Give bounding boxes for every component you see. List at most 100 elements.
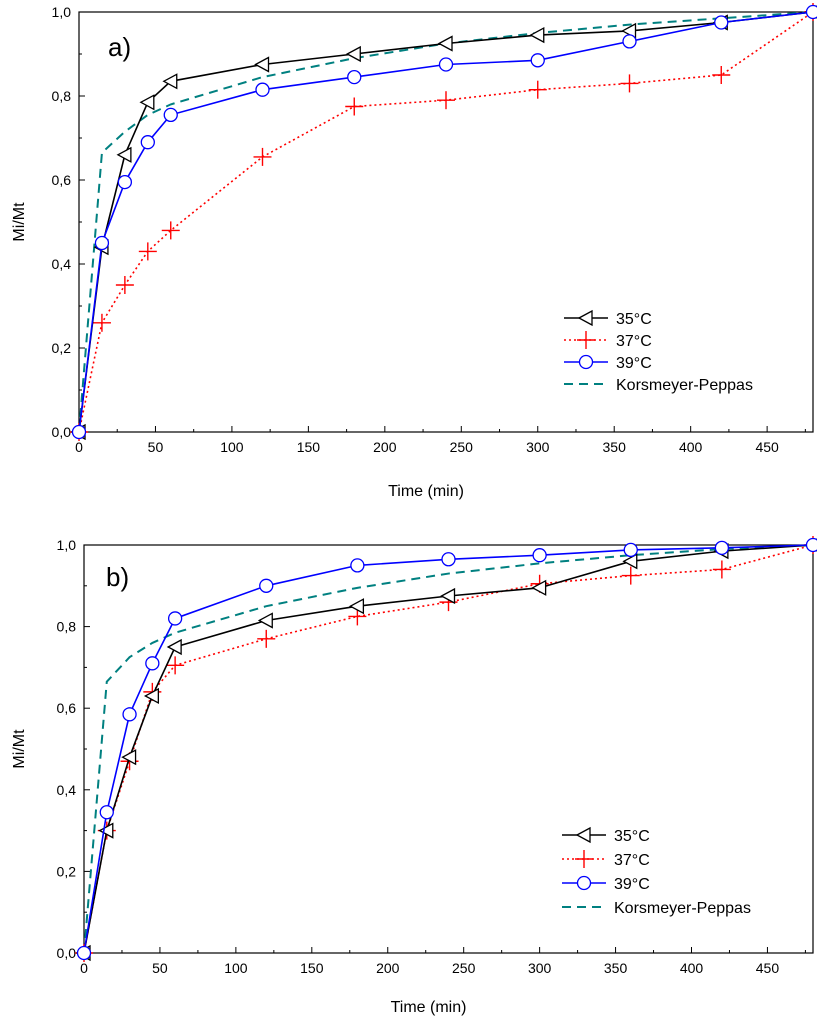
data-point bbox=[438, 57, 454, 72]
x-tick-label: 350 bbox=[604, 960, 628, 976]
legend: 35°C 37°C 39°C Korsmeyer-Peppas bbox=[564, 309, 753, 394]
data-point bbox=[122, 707, 137, 722]
x-tick-label: 300 bbox=[526, 439, 550, 455]
x-tick-label: 400 bbox=[680, 960, 704, 976]
data-point bbox=[529, 27, 545, 44]
series-line bbox=[83, 544, 814, 954]
series-39-c bbox=[76, 537, 817, 961]
x-tick-label: 250 bbox=[450, 439, 474, 455]
panel-label: a) bbox=[108, 32, 131, 62]
legend-marker bbox=[575, 826, 591, 844]
series-37-c bbox=[70, 3, 817, 441]
series-korsmeyer-peppas bbox=[78, 11, 814, 433]
data-point bbox=[143, 687, 159, 705]
x-tick-label: 100 bbox=[224, 960, 248, 976]
data-point bbox=[350, 558, 365, 573]
data-point bbox=[115, 276, 134, 294]
series-line bbox=[83, 544, 814, 954]
data-point bbox=[712, 66, 731, 84]
data-point bbox=[117, 174, 133, 190]
data-point bbox=[92, 313, 111, 332]
y-tick-label: 0,4 bbox=[57, 782, 77, 798]
data-point bbox=[255, 82, 270, 97]
data-point bbox=[437, 91, 455, 110]
x-tick-label: 50 bbox=[152, 960, 168, 976]
data-point bbox=[530, 53, 545, 68]
panel-label: b) bbox=[106, 562, 129, 592]
x-tick-label: 150 bbox=[300, 960, 324, 976]
data-point bbox=[623, 542, 638, 558]
y-tick-label: 0,2 bbox=[57, 863, 77, 879]
data-point bbox=[714, 15, 729, 30]
legend-label: Korsmeyer-Peppas bbox=[616, 377, 753, 394]
x-tick-label: 200 bbox=[373, 439, 397, 455]
series-37-c bbox=[75, 536, 817, 962]
series-39-c bbox=[71, 4, 817, 440]
y-tick-label: 0,8 bbox=[52, 88, 72, 104]
y-tick-label: 0,2 bbox=[52, 340, 72, 356]
data-point bbox=[166, 638, 182, 656]
y-tick-label: 0,0 bbox=[52, 424, 72, 440]
legend-label: Korsmeyer-Peppas bbox=[614, 900, 751, 917]
y-tick-label: 1,0 bbox=[57, 537, 77, 553]
x-tick-label: 450 bbox=[755, 439, 779, 455]
x-tick-label: 400 bbox=[679, 439, 703, 455]
legend-marker bbox=[577, 331, 595, 349]
legend-marker bbox=[578, 354, 594, 370]
data-point bbox=[622, 553, 638, 570]
series-line bbox=[78, 11, 814, 433]
data-point bbox=[441, 552, 456, 567]
x-tick-label: 450 bbox=[756, 960, 780, 976]
data-point bbox=[76, 945, 92, 961]
data-point bbox=[347, 69, 362, 85]
chart-panel-b: 0 50 100 150 200 250 300 350 400 450 0,0 0,2 0,4 0,6 0… bbox=[11, 536, 817, 1016]
data-point bbox=[98, 822, 114, 839]
data-point bbox=[259, 578, 274, 593]
data-point bbox=[161, 221, 180, 240]
x-tick-label: 0 bbox=[75, 439, 83, 455]
data-point bbox=[99, 805, 114, 820]
x-axis-title: Time (min) bbox=[391, 999, 467, 1016]
data-point bbox=[440, 587, 456, 605]
y-tick-label: 0,4 bbox=[52, 256, 72, 272]
legend-marker bbox=[575, 850, 593, 868]
data-point bbox=[116, 146, 132, 163]
x-tick-label: 50 bbox=[148, 439, 164, 455]
y-tick-label: 0,0 bbox=[57, 945, 77, 961]
legend-label: 39°C bbox=[614, 876, 650, 893]
data-point bbox=[94, 235, 110, 251]
data-point bbox=[138, 242, 157, 261]
data-point bbox=[349, 598, 365, 615]
data-point bbox=[437, 35, 453, 52]
data-point bbox=[622, 34, 637, 49]
data-point bbox=[253, 147, 272, 166]
x-tick-label: 300 bbox=[528, 960, 552, 976]
data-point bbox=[345, 97, 364, 116]
y-axis-title: Mi/Mt bbox=[11, 202, 28, 242]
data-point bbox=[532, 548, 547, 563]
data-point bbox=[166, 656, 185, 675]
x-tick-label: 0 bbox=[80, 960, 88, 976]
legend: 35°C 37°C 39°C Korsmeyer-Peppas bbox=[562, 826, 751, 917]
data-point bbox=[71, 424, 87, 440]
data-point bbox=[163, 107, 178, 123]
series-line bbox=[83, 544, 814, 954]
plot-frame bbox=[78, 11, 814, 433]
y-axis-title: Mi/Mt bbox=[11, 729, 28, 769]
data-point bbox=[121, 749, 137, 766]
data-point bbox=[531, 579, 547, 596]
x-tick-label: 250 bbox=[452, 960, 476, 976]
x-tick-label: 350 bbox=[603, 439, 627, 455]
legend-label: 37°C bbox=[614, 852, 650, 869]
series-line bbox=[78, 11, 814, 433]
data-point bbox=[805, 537, 817, 553]
data-point bbox=[257, 629, 276, 648]
x-tick-label: 200 bbox=[376, 960, 400, 976]
y-tick-label: 0,8 bbox=[57, 619, 77, 635]
legend-marker bbox=[577, 309, 593, 327]
legend-label: 39°C bbox=[616, 355, 652, 372]
legend-label: 37°C bbox=[616, 333, 652, 350]
data-point bbox=[345, 45, 361, 63]
